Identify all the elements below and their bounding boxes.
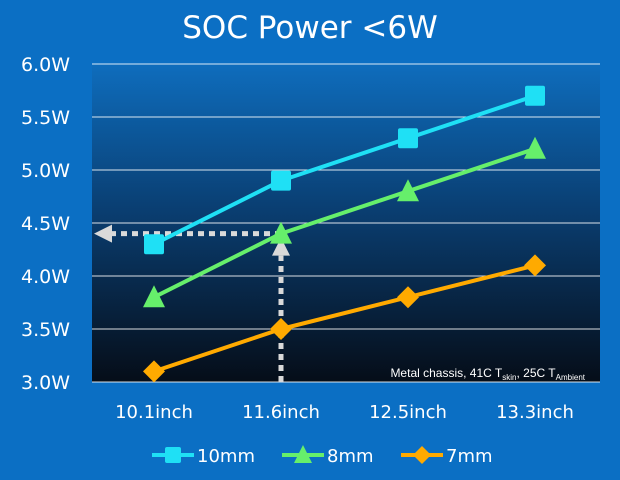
y-tick-label: 3.0W — [21, 372, 70, 394]
legend-label: 7mm — [446, 446, 493, 467]
y-tick-label: 5.5W — [21, 107, 70, 129]
square-marker — [165, 447, 181, 463]
legend: 10mm 8mm 7mm — [152, 445, 493, 467]
square-marker — [271, 170, 291, 191]
y-axis-ticks: 3.0W 3.5W 4.0W 4.5W 5.0W 5.5W 6.0W — [21, 54, 70, 394]
legend-item-8mm: 8mm — [282, 445, 374, 467]
annotation-text-b: , 25C T — [517, 366, 557, 380]
x-tick-label: 11.6inch — [242, 402, 320, 423]
triangle-marker — [294, 445, 312, 463]
legend-label: 8mm — [327, 446, 374, 467]
square-marker — [144, 234, 164, 255]
diamond-marker — [524, 254, 546, 277]
annotation-sub-a: skin — [502, 373, 516, 382]
square-marker — [398, 128, 418, 149]
series-line — [153, 93, 536, 246]
diamond-marker — [397, 286, 419, 309]
series-line — [153, 146, 536, 299]
diamond-marker — [413, 446, 431, 464]
series-10mm — [144, 85, 545, 255]
series-7mm — [143, 254, 546, 383]
legend-item-10mm: 10mm — [152, 446, 255, 467]
chart-title: SOC Power <6W — [182, 10, 438, 46]
guide-arrows — [94, 224, 290, 382]
x-axis-ticks: 10.1inch 11.6inch 12.5inch 13.3inch — [115, 402, 574, 423]
triangle-marker — [397, 179, 419, 202]
legend-item-7mm: 7mm — [401, 446, 493, 467]
series-8mm — [143, 136, 546, 308]
series-line — [153, 263, 536, 374]
annotation-text-a: Metal chassis, 41C T — [390, 366, 502, 380]
chart-annotation: Metal chassis, 41C Tskin, 25C TAmbient — [390, 366, 585, 382]
triangle-marker — [270, 221, 292, 244]
triangle-marker — [524, 136, 546, 159]
left-arrow-head — [94, 224, 112, 243]
x-tick-label: 10.1inch — [115, 402, 193, 423]
y-tick-label: 4.0W — [21, 266, 70, 288]
triangle-marker — [143, 285, 165, 308]
gridlines — [92, 63, 600, 383]
legend-label: 10mm — [197, 446, 255, 467]
y-tick-label: 3.5W — [21, 319, 70, 341]
up-arrow-head — [272, 237, 290, 256]
y-tick-label: 5.0W — [21, 160, 70, 182]
diamond-marker — [270, 318, 292, 340]
diamond-marker — [143, 360, 165, 383]
annotation-sub-b: Ambient — [556, 373, 586, 382]
series-lines — [143, 85, 546, 383]
square-marker — [525, 85, 545, 106]
x-tick-label: 12.5inch — [369, 402, 447, 423]
y-tick-label: 6.0W — [21, 54, 70, 76]
y-tick-label: 4.5W — [21, 213, 70, 235]
x-tick-label: 13.3inch — [496, 402, 574, 423]
